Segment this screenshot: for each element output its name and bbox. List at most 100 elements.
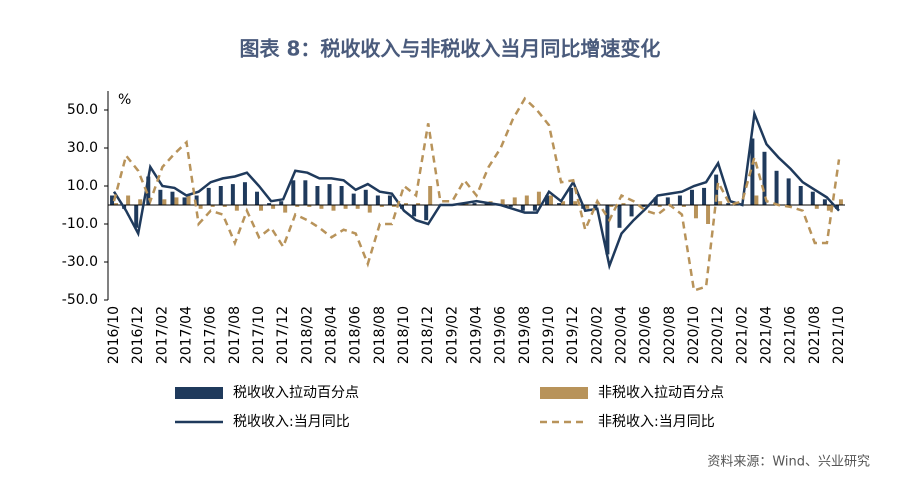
- bar: [182, 197, 187, 205]
- bar: [279, 201, 284, 205]
- x-tick-label: 2019/10: [541, 306, 557, 364]
- x-tick-label: 2019/04: [469, 306, 485, 364]
- x-tick-label: 2021/02: [734, 306, 750, 364]
- y-tick-label: -50.0: [62, 292, 98, 308]
- bar: [206, 187, 211, 205]
- x-tick-label: 2021/08: [807, 306, 823, 364]
- bar: [774, 170, 779, 205]
- bar: [508, 205, 513, 207]
- bar: [218, 186, 223, 205]
- bar: [641, 205, 646, 207]
- bar: [363, 189, 368, 205]
- bar: [609, 205, 614, 207]
- bar: [500, 199, 505, 205]
- legend-label: 税收收入:当月同比: [233, 414, 350, 430]
- bar: [681, 205, 686, 207]
- bar: [573, 201, 578, 205]
- bar: [569, 187, 574, 205]
- bar: [548, 195, 553, 205]
- x-tick-label: 2019/08: [517, 306, 533, 364]
- bar: [339, 186, 344, 205]
- bar: [343, 205, 348, 209]
- bar: [198, 205, 203, 209]
- x-tick-label: 2021/06: [783, 306, 799, 364]
- x-tick-label: 2018/02: [299, 306, 315, 364]
- x-tick-label: 2019/02: [444, 306, 460, 364]
- bar: [174, 197, 179, 205]
- x-tick-label: 2017/02: [154, 306, 170, 364]
- x-tick-label: 2021/04: [758, 306, 774, 364]
- bar: [617, 205, 622, 228]
- bar: [472, 203, 477, 205]
- bar: [110, 195, 115, 205]
- bar: [464, 203, 469, 205]
- bar: [404, 203, 408, 205]
- bar: [585, 205, 590, 209]
- x-tick-label: 2016/12: [130, 306, 146, 364]
- y-tick-label: 10.0: [67, 178, 98, 194]
- bar: [267, 203, 272, 205]
- bar: [315, 186, 320, 205]
- bar: [291, 180, 296, 205]
- bar: [702, 187, 707, 205]
- bar: [255, 191, 260, 205]
- bar: [826, 205, 831, 211]
- legend-label: 税收收入拉动百分点: [233, 385, 359, 401]
- bar: [561, 201, 566, 205]
- legend-label: 非税收入:当月同比: [598, 414, 715, 430]
- chart-title: 图表 8：税收收入与非税收入当月同比增速变化: [240, 37, 661, 61]
- y-tick-label: 30.0: [67, 140, 98, 156]
- bar: [391, 205, 396, 207]
- bar: [605, 205, 610, 255]
- bar: [222, 205, 227, 207]
- bar: [126, 195, 131, 205]
- bar: [114, 203, 119, 205]
- bar: [303, 180, 308, 205]
- bar: [706, 205, 711, 224]
- x-tick-label: 2017/04: [179, 306, 195, 364]
- bar: [259, 205, 264, 211]
- x-tick-label: 2016/10: [106, 306, 122, 364]
- source: 资料来源：Wind、兴业研究: [707, 455, 870, 470]
- bar: [412, 205, 417, 217]
- bar: [327, 184, 332, 205]
- bar: [545, 195, 549, 205]
- bar: [754, 195, 759, 205]
- bar: [375, 195, 380, 205]
- bar: [295, 205, 300, 207]
- x-tick-label: 2017/12: [275, 306, 291, 364]
- bar: [146, 176, 151, 205]
- bar: [653, 197, 658, 205]
- bar: [512, 197, 517, 205]
- x-tick-label: 2019/06: [493, 306, 509, 364]
- bar: [210, 205, 215, 207]
- bar: [822, 199, 827, 205]
- x-tick-label: 2020/02: [589, 306, 605, 364]
- bar: [657, 205, 662, 207]
- y-tick-label: 50.0: [67, 102, 98, 118]
- bar: [677, 195, 682, 205]
- bar: [387, 195, 392, 205]
- bar: [234, 205, 239, 211]
- bar: [416, 203, 421, 205]
- bar: [786, 178, 791, 205]
- bar: [762, 151, 767, 205]
- x-tick-label: 2019/12: [565, 306, 581, 364]
- x-tick-label: 2021/10: [831, 306, 847, 364]
- bar: [838, 199, 843, 205]
- bar: [307, 205, 312, 207]
- bar: [242, 182, 247, 205]
- bar: [379, 205, 384, 207]
- line: [112, 108, 840, 271]
- bar: [621, 203, 626, 205]
- x-tick-label: 2020/12: [710, 306, 726, 364]
- x-tick-label: 2020/10: [686, 306, 702, 364]
- bar: [814, 205, 819, 209]
- bar: [524, 195, 529, 205]
- x-tick-label: 2018/04: [324, 306, 340, 364]
- bar: [186, 195, 191, 205]
- bar: [319, 205, 324, 209]
- x-tick-label: 2018/10: [396, 306, 412, 364]
- bar: [693, 205, 698, 219]
